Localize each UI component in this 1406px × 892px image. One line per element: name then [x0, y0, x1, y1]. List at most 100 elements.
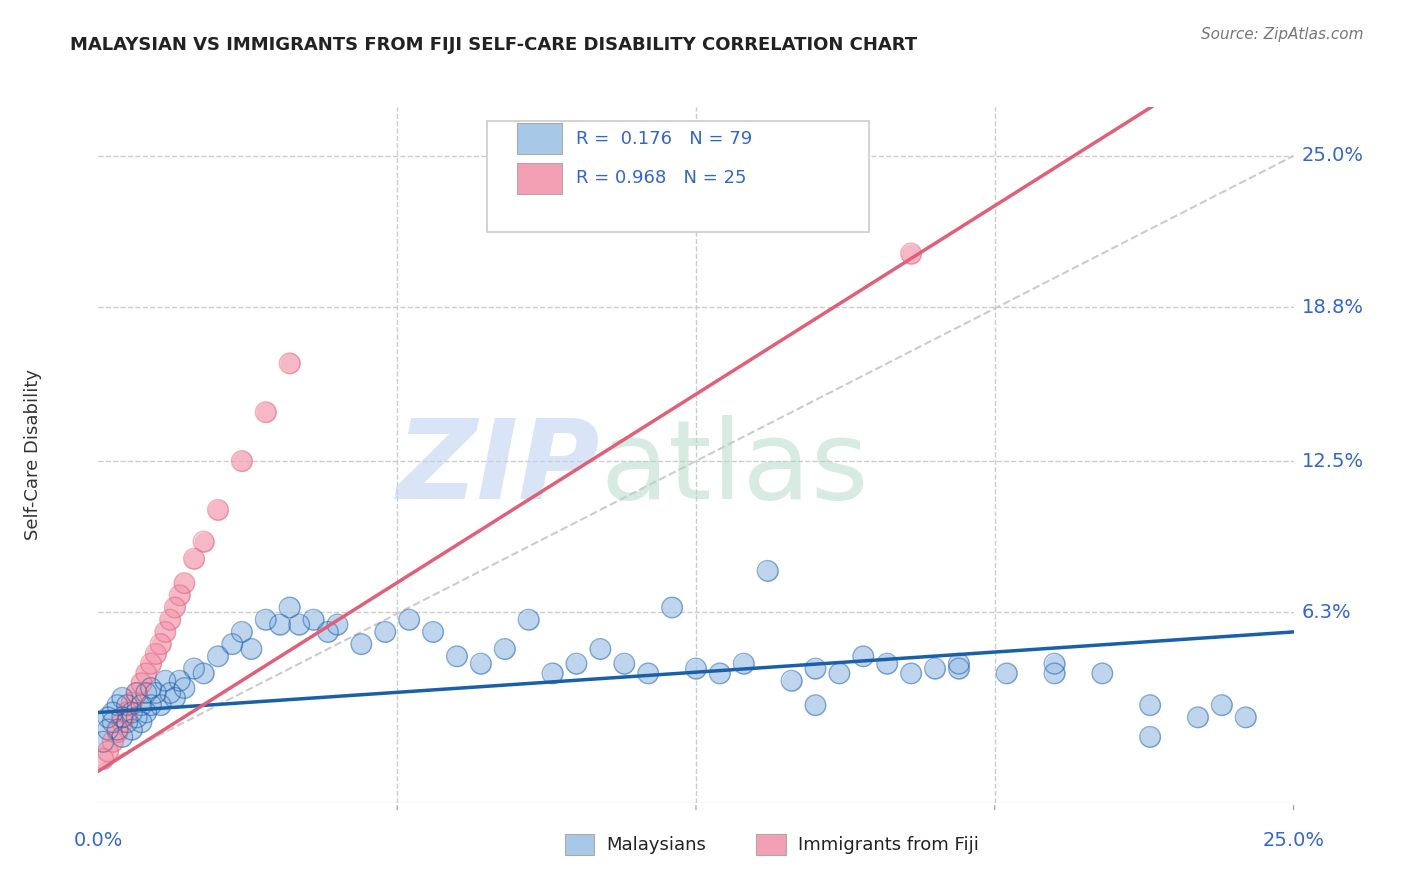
Point: [97, 710, 120, 724]
Point: [131, 676, 153, 690]
Point: [155, 624, 177, 639]
Point: [422, 624, 444, 639]
Point: [780, 673, 803, 688]
Point: [163, 690, 186, 705]
Point: [111, 710, 134, 724]
Point: [115, 698, 138, 713]
Point: [173, 576, 195, 591]
Point: [131, 715, 153, 730]
Point: [900, 246, 922, 260]
Point: [131, 676, 153, 690]
Point: [565, 657, 588, 671]
Point: [278, 356, 301, 370]
Point: [149, 698, 172, 713]
Point: [169, 588, 191, 602]
Point: [1139, 730, 1161, 744]
Point: [804, 698, 827, 713]
Point: [159, 613, 181, 627]
Point: [207, 503, 229, 517]
Text: R =  0.176   N = 79: R = 0.176 N = 79: [576, 129, 752, 148]
Point: [302, 613, 325, 627]
Point: [470, 657, 492, 671]
Point: [288, 617, 311, 632]
Point: [470, 657, 492, 671]
Point: [685, 661, 707, 675]
Point: [661, 600, 683, 615]
Point: [948, 657, 970, 671]
Point: [398, 613, 420, 627]
Point: [145, 686, 167, 700]
Point: [278, 600, 301, 615]
Point: [107, 698, 129, 713]
Point: [115, 698, 138, 713]
Point: [111, 715, 134, 730]
Point: [852, 649, 875, 664]
Point: [125, 686, 148, 700]
Point: [350, 637, 373, 651]
Text: 12.5%: 12.5%: [1302, 451, 1364, 470]
Point: [541, 666, 564, 681]
Text: ZIP: ZIP: [396, 416, 600, 523]
Point: [145, 647, 167, 661]
Point: [125, 686, 148, 700]
Text: 6.3%: 6.3%: [1302, 603, 1351, 622]
Point: [135, 706, 157, 720]
Point: [254, 405, 277, 419]
Point: [948, 661, 970, 675]
Point: [240, 642, 263, 657]
Text: atlas: atlas: [600, 416, 869, 523]
Point: [1139, 730, 1161, 744]
Point: [1043, 657, 1066, 671]
Point: [169, 673, 191, 688]
Point: [125, 686, 148, 700]
Point: [900, 666, 922, 681]
Point: [326, 617, 349, 632]
Point: [231, 624, 253, 639]
Text: MALAYSIAN VS IMMIGRANTS FROM FIJI SELF-CARE DISABILITY CORRELATION CHART: MALAYSIAN VS IMMIGRANTS FROM FIJI SELF-C…: [70, 36, 918, 54]
Point: [254, 613, 277, 627]
Point: [1043, 666, 1066, 681]
Point: [613, 657, 636, 671]
Point: [115, 715, 138, 730]
Text: Immigrants from Fiji: Immigrants from Fiji: [797, 836, 979, 854]
Point: [131, 715, 153, 730]
Point: [91, 752, 114, 766]
Point: [101, 735, 124, 749]
Bar: [756, 834, 786, 855]
Point: [135, 666, 157, 681]
Point: [101, 706, 124, 720]
Point: [169, 588, 191, 602]
Point: [97, 745, 120, 759]
Text: Malaysians: Malaysians: [606, 836, 706, 854]
Point: [876, 657, 898, 671]
Point: [756, 564, 779, 578]
Point: [1187, 710, 1209, 724]
Point: [589, 642, 612, 657]
Point: [288, 617, 311, 632]
Point: [900, 666, 922, 681]
Point: [97, 723, 120, 737]
Point: [139, 657, 162, 671]
Point: [221, 637, 243, 651]
Bar: [517, 162, 562, 194]
Point: [1091, 666, 1114, 681]
Point: [269, 617, 291, 632]
Point: [115, 706, 138, 720]
Point: [709, 666, 731, 681]
Point: [804, 661, 827, 675]
Point: [111, 715, 134, 730]
Point: [159, 613, 181, 627]
Point: [193, 666, 215, 681]
Point: [183, 661, 205, 675]
Point: [1043, 666, 1066, 681]
Point: [149, 698, 172, 713]
Point: [121, 706, 143, 720]
Point: [91, 735, 114, 749]
Point: [121, 696, 143, 710]
Point: [1139, 698, 1161, 713]
Point: [269, 617, 291, 632]
Point: [155, 673, 177, 688]
Text: 25.0%: 25.0%: [1263, 830, 1324, 850]
Point: [1139, 698, 1161, 713]
Point: [541, 666, 564, 681]
